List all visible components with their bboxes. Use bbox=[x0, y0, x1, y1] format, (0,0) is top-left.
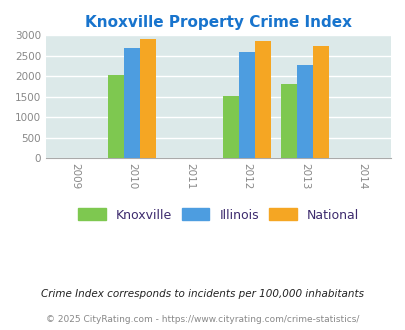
Bar bbox=[124, 49, 140, 158]
Bar bbox=[108, 75, 124, 158]
Bar bbox=[280, 84, 296, 158]
Bar bbox=[223, 96, 239, 158]
Bar bbox=[140, 39, 156, 158]
Bar bbox=[239, 52, 255, 158]
Legend: Knoxville, Illinois, National: Knoxville, Illinois, National bbox=[73, 204, 363, 227]
Text: Crime Index corresponds to incidents per 100,000 inhabitants: Crime Index corresponds to incidents per… bbox=[41, 289, 364, 299]
Bar bbox=[296, 65, 312, 158]
Bar bbox=[312, 47, 328, 158]
Title: Knoxville Property Crime Index: Knoxville Property Crime Index bbox=[85, 15, 351, 30]
Bar bbox=[255, 42, 271, 158]
Text: © 2025 CityRating.com - https://www.cityrating.com/crime-statistics/: © 2025 CityRating.com - https://www.city… bbox=[46, 315, 359, 324]
